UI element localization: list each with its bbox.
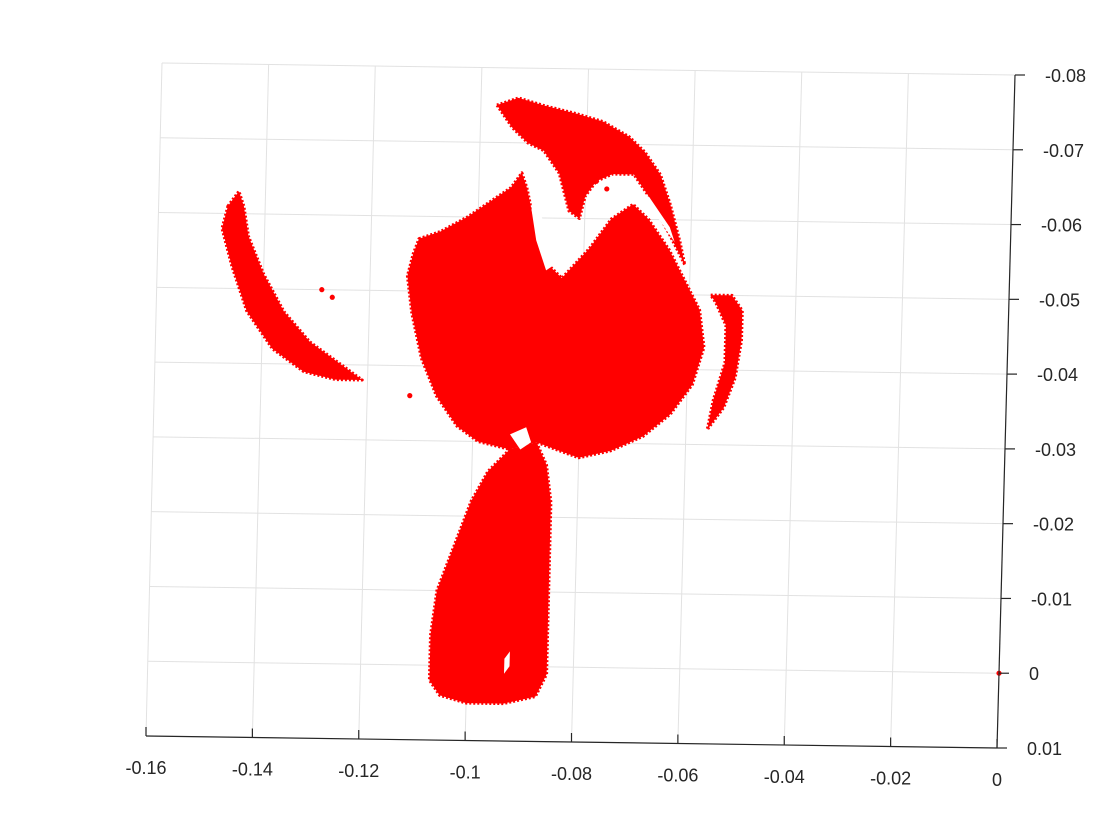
x-tick-label-2: -0.12 <box>338 761 379 781</box>
grid-line-y-0 <box>161 62 1016 76</box>
y-tick-label-9: 0.01 <box>1027 739 1062 759</box>
x-tick-label-3: -0.1 <box>450 763 481 783</box>
y-tick-label-8: 0 <box>1029 664 1039 684</box>
y-tick-label-1: -0.07 <box>1043 141 1084 161</box>
point-cloud-left-crescent <box>220 189 364 382</box>
point-cloud-stem <box>427 440 553 706</box>
x-tick-label-4: -0.08 <box>551 764 592 784</box>
grid-line-x-0 <box>145 62 163 737</box>
x-tick-label-1: -0.14 <box>232 760 273 780</box>
grid-line-y-7 <box>149 585 1002 599</box>
y-tick-label-3: -0.05 <box>1039 290 1080 310</box>
scatter-point-4 <box>604 186 610 192</box>
scatter-point-3 <box>407 393 413 399</box>
grid-line-x-6 <box>783 71 803 746</box>
x-tick-label-8: 0 <box>992 770 1002 790</box>
scatter-point-2 <box>319 287 325 293</box>
point-cloud-gap-stem <box>504 651 510 674</box>
grid-line-y-6 <box>151 511 1004 525</box>
y-tick-label-7: -0.01 <box>1031 589 1072 609</box>
y-tick-label-6: -0.02 <box>1033 515 1074 535</box>
grid-line-x-7 <box>890 73 909 747</box>
point-cloud-top-horn <box>495 96 687 267</box>
grid-line-x-1 <box>251 64 270 738</box>
grid-line-x-2 <box>358 65 376 740</box>
axes: -0.16 -0.14 -0.12 -0.1 -0.08 -0.06 -0.04 -0.02 0… <box>125 66 1086 790</box>
x-tick-label-6: -0.04 <box>764 767 805 787</box>
point-cloud-gap-upper <box>531 195 557 271</box>
point-cloud-gap-neck <box>510 427 532 450</box>
y-tick-label-4: -0.04 <box>1037 365 1078 385</box>
x-tick-label-5: -0.06 <box>657 766 698 786</box>
y-tick-label-2: -0.06 <box>1041 216 1082 236</box>
grid-line-x-5 <box>677 70 696 744</box>
point-cloud-main-body <box>405 171 706 460</box>
grid-line-y-2 <box>158 212 1012 226</box>
y-tick-label-5: -0.03 <box>1035 440 1076 460</box>
data-points <box>220 96 1002 706</box>
point-cloud-right-crescent <box>705 293 744 432</box>
x-tick-label-7: -0.02 <box>870 769 911 789</box>
y-axis-line <box>996 74 1016 749</box>
grid-line-y-8 <box>147 660 1000 674</box>
scatter-point-1 <box>329 294 335 300</box>
y-tick-label-0: -0.08 <box>1045 66 1086 86</box>
scatter-point-5 <box>593 178 599 184</box>
point-cloud-gap-top-right <box>623 181 675 243</box>
x-tick-label-0: -0.16 <box>125 758 166 778</box>
